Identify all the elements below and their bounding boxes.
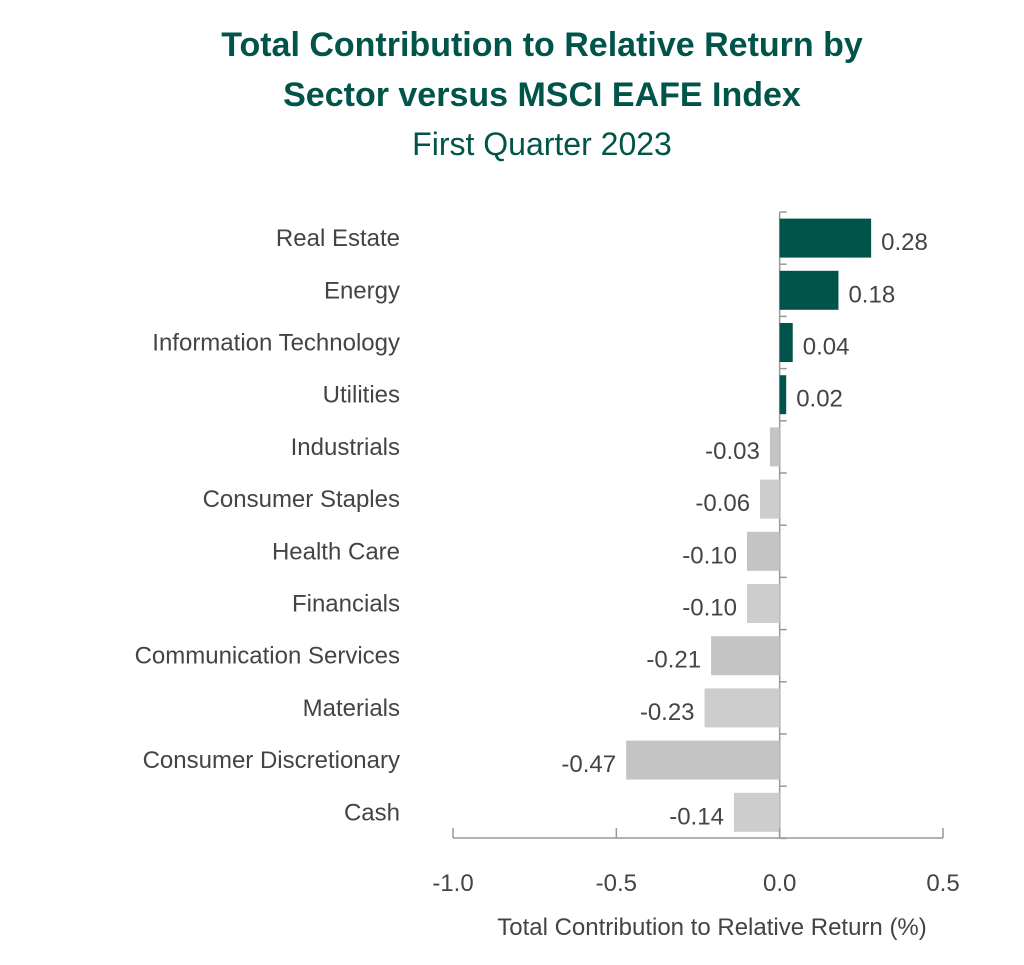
bar [779,323,793,362]
bar [779,270,839,310]
bar [733,792,780,832]
data-label: -0.10 [682,542,737,569]
data-label: -0.14 [669,803,724,830]
category-label: Communication Services [135,643,400,670]
category-label: Health Care [272,538,400,565]
bar [769,427,780,467]
chart-subtitle: First Quarter 2023 [412,126,672,162]
x-axis-title: Total Contribution to Relative Return (%… [497,914,927,941]
x-tick-label: 0.0 [763,870,796,897]
data-label: -0.47 [561,751,616,778]
bar [704,688,780,728]
category-label: Cash [344,799,400,826]
data-label: 0.02 [796,386,843,413]
chart-title-line2: Sector versus MSCI EAFE Index [283,76,801,114]
bar [747,531,780,571]
x-tick-label: -0.5 [596,870,637,897]
data-label: -0.23 [640,699,695,726]
category-label: Industrials [291,434,400,461]
data-label: -0.06 [695,490,750,517]
category-label: Utilities [323,382,400,409]
category-label: Energy [324,277,400,304]
bar [760,479,780,519]
chart-title-line1: Total Contribution to Relative Return by [221,26,863,64]
bar [711,636,780,676]
x-tick-label: 0.5 [926,870,959,897]
data-label: 0.04 [803,334,850,361]
data-label: 0.18 [848,281,895,308]
category-label: Materials [303,695,400,722]
bar [747,584,780,623]
bar [779,375,787,415]
bar [779,218,872,258]
chart-title: Total Contribution to Relative Return by… [0,20,1024,120]
category-label: Financials [292,591,400,618]
x-tick-label: -1.0 [432,870,473,897]
bar [626,740,780,780]
category-label: Consumer Discretionary [143,747,400,774]
category-label: Real Estate [276,225,400,252]
category-label: Information Technology [152,330,400,357]
data-label: -0.10 [682,595,737,622]
data-label: -0.21 [646,647,701,674]
category-label: Consumer Staples [203,486,400,513]
data-label: 0.28 [881,229,928,256]
data-label: -0.03 [705,438,760,465]
